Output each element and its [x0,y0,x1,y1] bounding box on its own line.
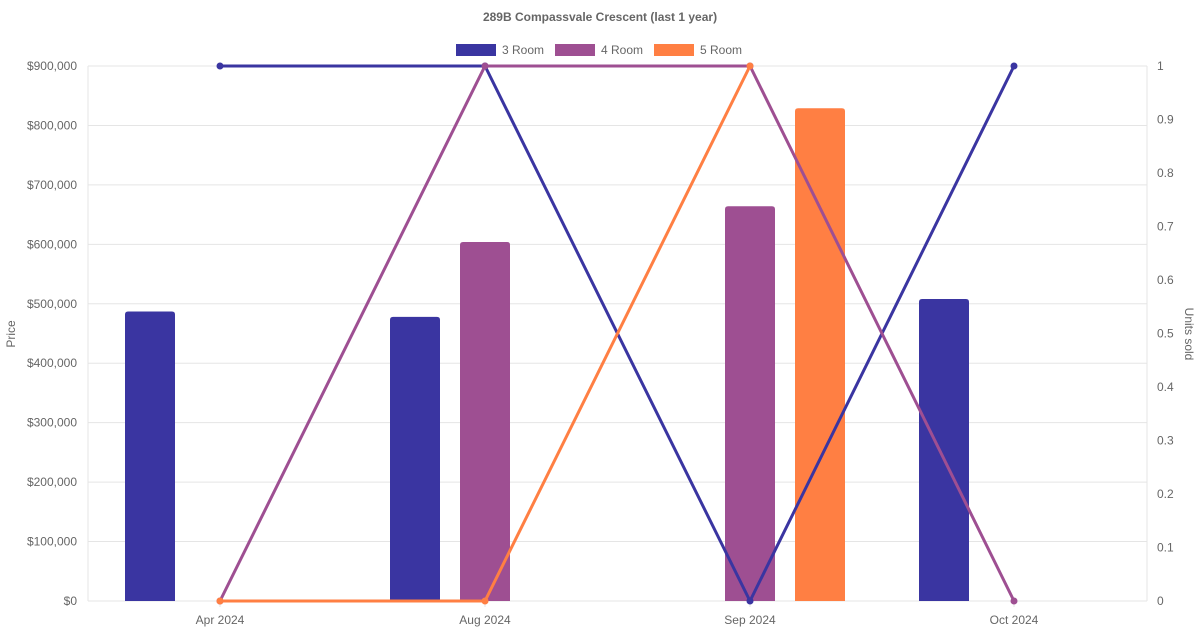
point-5-room [746,62,754,70]
y2-tick-label: 0.7 [1157,220,1174,234]
legend-swatch [456,44,496,56]
legend-label: 4 Room [601,43,643,57]
y-tick-label: $400,000 [27,356,77,370]
y-tick-label: $500,000 [27,297,77,311]
y2-tick-label: 0.1 [1157,541,1174,555]
point-4-room [481,62,489,70]
y2-tick-label: 0.3 [1157,434,1174,448]
legend-swatch [654,44,694,56]
y-axis-label: Price [4,320,18,348]
y-tick-label: $0 [64,594,78,608]
y-tick-label: $800,000 [27,118,77,132]
point-3-room [746,597,754,605]
point-3-room [216,62,224,70]
y-tick-label: $200,000 [27,475,77,489]
chart-title: 289B Compassvale Crescent (last 1 year) [483,10,717,24]
point-3-room [1010,62,1018,70]
point-5-room [216,597,224,605]
line-4-room [218,64,1016,602]
x-tick-label: Apr 2024 [196,613,245,627]
point-5-room [481,597,489,605]
y2-tick-label: 0.6 [1157,273,1174,287]
x-tick-label: Aug 2024 [459,613,511,627]
y2-tick-label: 1 [1157,59,1164,73]
y2-tick-label: 0 [1157,594,1164,608]
y2-tick-label: 0.9 [1157,113,1174,127]
point-4-room [1010,597,1018,605]
y2-tick-label: 0.2 [1157,487,1174,501]
bar-5-room [795,108,845,601]
bar-3-room [125,311,175,601]
y-tick-label: $900,000 [27,59,77,73]
bar-3-room [919,299,969,601]
bar-3-room [390,316,440,601]
legend-label: 3 Room [502,43,544,57]
x-tick-label: Sep 2024 [724,613,776,627]
legend-swatch [555,44,595,56]
y-tick-label: $100,000 [27,535,77,549]
y2-tick-label: 0.5 [1157,327,1174,341]
y2-tick-label: 0.8 [1157,166,1174,180]
bar-4-room [725,206,775,602]
bar-4-room [460,241,510,601]
y-tick-label: $300,000 [27,416,77,430]
legend-label: 5 Room [700,43,742,57]
x-tick-label: Oct 2024 [990,613,1039,627]
y-tick-label: $600,000 [27,237,77,251]
y2-axis-label: Units sold [1182,308,1196,361]
y2-tick-label: 0.4 [1157,380,1174,394]
y-tick-label: $700,000 [27,178,77,192]
